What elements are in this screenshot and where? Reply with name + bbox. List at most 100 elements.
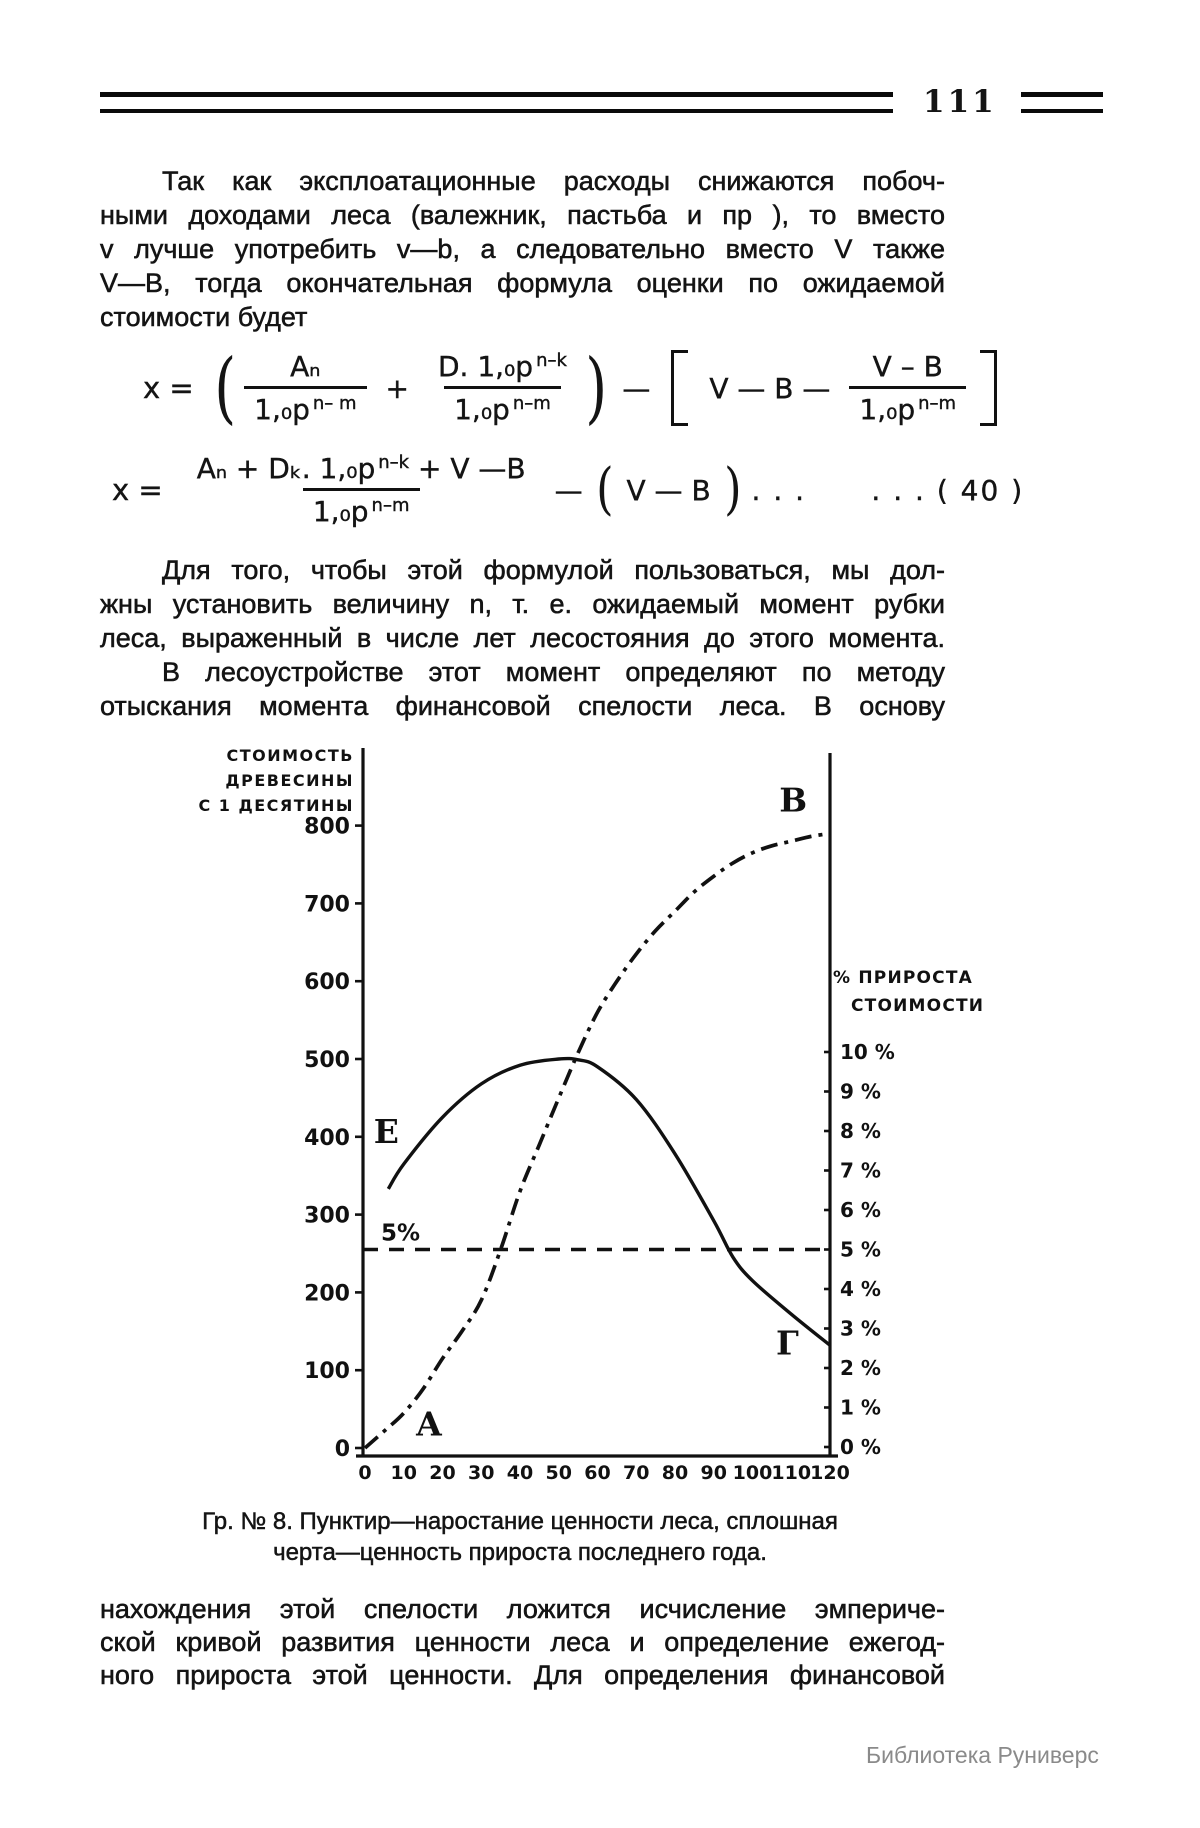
svg-text:5 %: 5 % <box>840 1238 881 1262</box>
text-line: ской кривой развития ценности леса и опр… <box>100 1627 946 1658</box>
svg-text:90: 90 <box>701 1462 727 1484</box>
fraction-main: Aₙ + Dₖ. 1,₀p n–k + V —B 1,₀p n–m <box>187 452 536 528</box>
num-base: Aₙ + Dₖ. 1,₀p <box>196 452 376 485</box>
svg-text:20: 20 <box>429 1462 455 1484</box>
caption-line-1: Гр. № 8. Пунктир—наростание ценности лес… <box>202 1508 838 1536</box>
num-tail: + V —B <box>409 452 526 485</box>
svg-text:3 %: 3 % <box>840 1317 881 1341</box>
svg-text:B: B <box>779 781 807 820</box>
svg-text:100: 100 <box>733 1462 773 1484</box>
svg-text:E: E <box>374 1112 399 1151</box>
plus-operator: + <box>385 371 409 405</box>
svg-text:0: 0 <box>335 1437 350 1462</box>
fraction-denominator: 1,₀p n–m <box>444 386 561 426</box>
svg-text:A: A <box>415 1405 442 1444</box>
close-paren: ) <box>585 342 608 433</box>
formula-dots-and-number: . . . . . . ( 40 ) <box>751 473 1025 507</box>
close-paren: ) <box>723 456 742 522</box>
caption-line-2: черта—ценность прироста последнего года. <box>273 1539 767 1567</box>
text-line: ными доходами леса (валежник, пастьба и … <box>100 200 946 231</box>
svg-text:ДРЕВЕСИНЫ: ДРЕВЕСИНЫ <box>225 771 354 790</box>
text-line: v лучше употребить v—b, а следовательно … <box>100 234 946 265</box>
svg-text:200: 200 <box>304 1281 350 1306</box>
den-base: 1,₀p <box>454 393 510 426</box>
svg-text:0 %: 0 % <box>840 1435 881 1459</box>
den-base: 1,₀p <box>312 495 369 528</box>
paragraph-footer: нахождения этой спелости ложится исчисле… <box>100 1593 946 1692</box>
svg-text:9 %: 9 % <box>840 1080 881 1104</box>
close-bracket <box>980 350 998 426</box>
formula-lhs: x = <box>143 371 194 405</box>
den-exponent: n–m <box>371 495 410 516</box>
svg-text:СТОИМОСТЬ: СТОИМОСТЬ <box>226 746 354 765</box>
svg-text:60: 60 <box>584 1462 610 1484</box>
svg-text:800: 800 <box>304 815 350 840</box>
svg-text:0: 0 <box>358 1462 371 1484</box>
fraction-denominator: 1,₀p n–m <box>302 488 420 528</box>
svg-text:С 1 ДЕСЯТИНЫ: С 1 ДЕСЯТИНЫ <box>198 796 354 815</box>
svg-text:1 %: 1 % <box>840 1396 881 1420</box>
svg-text:2 %: 2 % <box>840 1356 881 1380</box>
open-paren: ( <box>213 342 236 433</box>
paragraph-method: Для того, чтобы этой формулой пользовать… <box>100 553 946 723</box>
den-base: 1,₀p <box>254 393 310 426</box>
svg-text:10 %: 10 % <box>840 1040 895 1064</box>
fraction-numerator: Aₙ + Dₖ. 1,₀p n–k + V —B <box>187 452 536 488</box>
formula-lhs: x = <box>112 473 163 507</box>
text-line: стоимости будет <box>100 302 308 333</box>
fraction-d: D. 1,₀p n–k 1,₀p n–m <box>428 350 577 426</box>
svg-text:Г: Г <box>776 1324 799 1363</box>
svg-text:70: 70 <box>623 1462 649 1484</box>
num-exponent: n–k <box>378 452 410 473</box>
svg-text:700: 700 <box>304 892 350 917</box>
chart-caption: Гр. № 8. Пунктир—наростание ценности лес… <box>20 1506 1020 1568</box>
svg-text:500: 500 <box>304 1048 350 1073</box>
fraction-numerator: D. 1,₀p n–k <box>428 350 577 386</box>
svg-text:6 %: 6 % <box>840 1198 881 1222</box>
text-line: жны установить величину n, т. е. ожидаем… <box>100 589 946 620</box>
den-exponent: n–m <box>512 393 551 414</box>
text-line: Так как эксплоатационные расходы снижают… <box>162 166 946 197</box>
num-exponent: n–k <box>536 350 567 371</box>
svg-text:80: 80 <box>662 1462 688 1484</box>
svg-text:300: 300 <box>304 1204 350 1229</box>
page-header: 111 <box>100 84 1103 120</box>
svg-text:4 %: 4 % <box>840 1277 881 1301</box>
svg-text:50: 50 <box>546 1462 572 1484</box>
header-rule-left <box>100 91 893 113</box>
open-paren: ( <box>595 456 614 522</box>
fraction-numerator: V – B <box>872 350 943 383</box>
fraction-denominator: 1,₀p n– m <box>244 386 367 426</box>
text-line: ного прироста этой ценности. Для определ… <box>100 1660 946 1691</box>
svg-text:110: 110 <box>771 1462 811 1484</box>
paren-inner-terms: V — B <box>626 473 711 507</box>
fraction-vb: V – B 1,₀p n–m <box>849 350 967 426</box>
svg-text:30: 30 <box>468 1462 494 1484</box>
svg-text:8 %: 8 % <box>840 1119 881 1143</box>
text-line: В лесоустройстве этот момент определяют … <box>162 657 946 688</box>
svg-text:10: 10 <box>391 1462 417 1484</box>
minus-operator: — <box>622 371 651 405</box>
num-base: D. 1,₀p <box>437 350 534 383</box>
text-line: отыскания момента финансовой спелости ле… <box>100 691 946 722</box>
fraction-an: Aₙ 1,₀p n– m <box>244 350 367 426</box>
text-line: нахождения этой спелости ложится исчисле… <box>100 1594 946 1625</box>
svg-text:100: 100 <box>304 1359 350 1384</box>
svg-text:7 %: 7 % <box>840 1159 881 1183</box>
den-base: 1,₀p <box>859 393 916 426</box>
formula-expected-value: x = ( Aₙ 1,₀p n– m + D. 1,₀p n–k 1,₀p n–m )… <box>143 342 1005 433</box>
library-watermark: Библиотека Руниверс <box>866 1742 1099 1768</box>
paragraph-intro: Так как эксплоатационные расходы снижают… <box>100 164 946 334</box>
header-rule-right <box>1020 91 1103 113</box>
minus-operator: — <box>554 473 583 507</box>
den-exponent: n– m <box>312 393 357 414</box>
svg-text:400: 400 <box>304 1126 350 1151</box>
fraction-denominator: 1,₀p n–m <box>849 386 967 426</box>
fraction-numerator: Aₙ <box>290 350 321 383</box>
svg-text:600: 600 <box>304 970 350 995</box>
svg-text:% ПРИРОСТА: % ПРИРОСТА <box>833 968 973 988</box>
text-line: Для того, чтобы этой формулой пользовать… <box>162 555 946 586</box>
svg-text:5%: 5% <box>381 1221 420 1247</box>
text-line: V—B, тогда окончательная формула оценки … <box>100 268 946 299</box>
